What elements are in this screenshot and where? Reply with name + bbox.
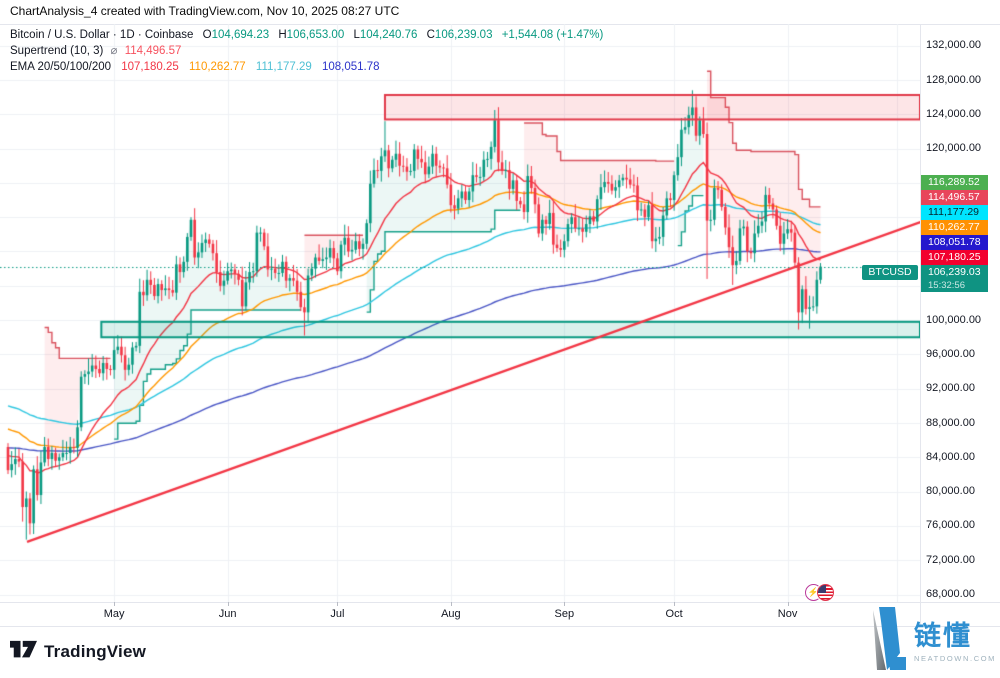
symbol-price-tag: BTCUSD	[862, 265, 918, 280]
tradingview-icon	[10, 640, 37, 664]
price-tick-label: 68,000.00	[926, 588, 975, 600]
open-label: O	[202, 29, 212, 41]
change-value: +1,544.08 (+1.47%)	[501, 29, 604, 41]
month-tick	[114, 602, 116, 606]
price-tick-label: 88,000.00	[926, 416, 975, 429]
tradingview-brand-text: TradingView	[44, 642, 147, 661]
price-level-chip: 111,177.29	[921, 205, 988, 220]
symbol-tag-text: BTCUSD	[868, 266, 912, 278]
page-title: ChartAnalysis_4 created with TradingView…	[10, 4, 400, 18]
ema50-value: 110,262.77	[189, 61, 246, 73]
neatdown-logo[interactable]: 链懂 NEATDOWN.COM	[866, 607, 996, 676]
price-tick-label: 128,000.00	[926, 73, 982, 86]
close-label: C	[426, 29, 435, 41]
month-label: Sep	[554, 608, 575, 620]
price-tick-label: 76,000.00	[926, 519, 975, 532]
price-tick-label: 92,000.00	[926, 382, 975, 395]
month-label: Jun	[218, 608, 237, 620]
ema20-value: 107,180.25	[121, 61, 179, 73]
price-tick-label: 84,000.00	[926, 450, 975, 463]
diameter-icon: ⌀	[110, 45, 118, 57]
current-price-value: 106,239.03	[928, 266, 981, 278]
price-tick-label: 72,000.00	[926, 553, 975, 566]
low-value: 104,240.76	[359, 29, 418, 41]
neatdown-cn-text: 链懂	[914, 620, 973, 651]
month-tick	[787, 602, 789, 606]
close-value: 106,239.03	[434, 29, 493, 41]
price-tick-label: 80,000.00	[926, 485, 975, 498]
pair-logo: ⚡	[805, 584, 834, 601]
month-tick	[564, 602, 566, 606]
price-level-chip: 114,496.57	[921, 190, 988, 205]
chart-legend: Bitcoin / U.S. Dollar · 1D · Coinbase O1…	[10, 27, 603, 75]
ema200-value: 108,051.78	[321, 61, 380, 73]
month-label: Aug	[441, 608, 461, 620]
bar-countdown: 15:32:56	[928, 280, 965, 291]
supertrend-label: Supertrend (10, 3)	[10, 45, 104, 57]
price-level-chip: 108,051.78	[921, 235, 988, 250]
month-tick	[450, 602, 452, 606]
price-level-chip: 110,262.77	[921, 220, 988, 235]
month-label: Jul	[330, 608, 345, 620]
month-label: May	[103, 608, 125, 620]
price-level-chip: 116,289.52	[921, 175, 988, 190]
supertrend-value: 114,496.57	[124, 45, 182, 57]
current-price-label: 106,239.03 15:32:56	[921, 265, 988, 292]
tradingview-logo[interactable]: TradingView	[10, 640, 146, 664]
neatdown-l-icon	[866, 607, 907, 676]
price-level-chip: 107,180.25	[921, 250, 988, 265]
price-tick-label: 100,000.00	[926, 313, 982, 326]
month-label: Nov	[777, 608, 798, 620]
open-value: 104,694.23	[211, 29, 270, 41]
month-tick	[337, 602, 339, 606]
symbol-title: Bitcoin / U.S. Dollar · 1D · Coinbase	[10, 29, 194, 41]
month-tick	[674, 602, 676, 606]
chart-pane-canvas[interactable]	[0, 24, 920, 602]
widget-bottom-border	[0, 626, 1000, 627]
neatdown-site-text: NEATDOWN.COM	[914, 653, 996, 663]
ema100-value: 111,177.29	[255, 61, 312, 73]
price-tick-label: 120,000.00	[926, 142, 982, 155]
low-label: L	[353, 29, 360, 41]
high-value: 106,653.00	[286, 29, 345, 41]
legend-symbol-row: Bitcoin / U.S. Dollar · 1D · Coinbase O1…	[10, 27, 603, 43]
price-tick-label: 96,000.00	[926, 347, 975, 360]
price-axis-separator	[920, 24, 921, 626]
time-axis-top-border	[0, 602, 1000, 603]
legend-supertrend-row: Supertrend (10, 3) ⌀ 114,496.57	[10, 43, 603, 59]
month-label: Oct	[665, 608, 683, 620]
price-tick-label: 132,000.00	[926, 39, 982, 52]
ema-label: EMA 20/50/100/200	[10, 61, 112, 73]
us-flag-icon	[817, 584, 834, 601]
high-label: H	[278, 29, 287, 41]
month-tick	[227, 602, 229, 606]
legend-ema-row: EMA 20/50/100/200 107,180.25 110,262.77 …	[10, 59, 603, 75]
price-tick-label: 124,000.00	[926, 107, 982, 120]
